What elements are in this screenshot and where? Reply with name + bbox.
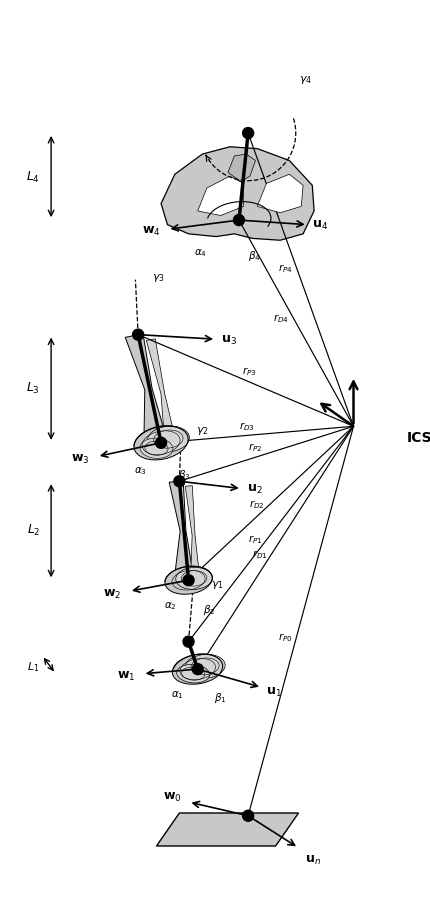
Polygon shape [125, 334, 168, 446]
Text: $\alpha_1$: $\alpha_1$ [171, 689, 184, 701]
Text: $r_{P2}$: $r_{P2}$ [248, 441, 262, 454]
Ellipse shape [177, 664, 209, 683]
Text: $\alpha_4$: $\alpha_4$ [194, 248, 207, 259]
Polygon shape [161, 147, 314, 240]
Polygon shape [185, 486, 200, 585]
Text: $\mathbf{w}_0$: $\mathbf{w}_0$ [163, 791, 182, 804]
Text: $\gamma_1$: $\gamma_1$ [212, 579, 224, 590]
Text: $r_{P4}$: $r_{P4}$ [278, 262, 292, 275]
Text: $\beta_4$: $\beta_4$ [248, 249, 261, 264]
Text: $\mathbf{w}_4$: $\mathbf{w}_4$ [142, 224, 161, 238]
Text: $\beta_2$: $\beta_2$ [203, 603, 216, 617]
Circle shape [183, 636, 194, 647]
Text: $L_3$: $L_3$ [26, 382, 40, 396]
Text: $r_{D3}$: $r_{D3}$ [239, 419, 255, 433]
Text: ICS: ICS [407, 431, 430, 445]
Text: $r_{P1}$: $r_{P1}$ [248, 533, 263, 545]
Text: $\gamma_2$: $\gamma_2$ [196, 425, 209, 436]
Text: $r_{D2}$: $r_{D2}$ [249, 498, 264, 510]
Text: $\mathbf{w}_1$: $\mathbf{w}_1$ [117, 670, 135, 683]
Polygon shape [169, 481, 194, 581]
Ellipse shape [172, 654, 223, 684]
Text: $\mathbf{u}_3$: $\mathbf{u}_3$ [221, 334, 237, 346]
Text: $\gamma_3$: $\gamma_3$ [152, 272, 165, 284]
Text: $\alpha_2$: $\alpha_2$ [164, 600, 177, 612]
Text: $\mathbf{w}_3$: $\mathbf{w}_3$ [71, 453, 89, 466]
Ellipse shape [134, 426, 188, 460]
Circle shape [156, 437, 166, 448]
Text: $r_{D4}$: $r_{D4}$ [273, 311, 289, 325]
Polygon shape [157, 813, 298, 846]
Text: $\beta_1$: $\beta_1$ [214, 691, 227, 705]
Ellipse shape [140, 438, 173, 458]
Ellipse shape [176, 567, 212, 590]
Text: $L_4$: $L_4$ [26, 169, 40, 184]
Polygon shape [146, 338, 177, 449]
Polygon shape [257, 175, 303, 212]
Text: $\mathbf{u}_2$: $\mathbf{u}_2$ [247, 483, 263, 496]
Text: $\beta_3$: $\beta_3$ [178, 468, 190, 482]
Text: $\mathbf{u}_1$: $\mathbf{u}_1$ [267, 686, 282, 698]
Circle shape [174, 476, 185, 487]
Text: $r_{P0}$: $r_{P0}$ [277, 631, 292, 644]
Ellipse shape [165, 566, 212, 594]
Circle shape [243, 128, 254, 139]
Ellipse shape [147, 427, 189, 452]
Circle shape [243, 810, 254, 821]
Text: $\alpha_3$: $\alpha_3$ [135, 465, 147, 478]
Text: $\mathbf{u}_4$: $\mathbf{u}_4$ [312, 219, 328, 232]
Text: $\gamma_4$: $\gamma_4$ [298, 74, 312, 86]
Circle shape [192, 663, 203, 675]
Polygon shape [198, 176, 243, 215]
Text: $r_{P3}$: $r_{P3}$ [242, 365, 257, 378]
Text: $L_1$: $L_1$ [27, 661, 39, 674]
Circle shape [183, 575, 194, 586]
Text: $\mathbf{w}_2$: $\mathbf{w}_2$ [103, 588, 122, 600]
Circle shape [233, 214, 245, 226]
Ellipse shape [185, 654, 225, 679]
Circle shape [133, 329, 144, 340]
Text: $\mathbf{u}_n$: $\mathbf{u}_n$ [305, 854, 321, 868]
Text: $L_2$: $L_2$ [27, 523, 40, 538]
Polygon shape [228, 154, 255, 182]
Text: $r_{D1}$: $r_{D1}$ [252, 548, 268, 562]
